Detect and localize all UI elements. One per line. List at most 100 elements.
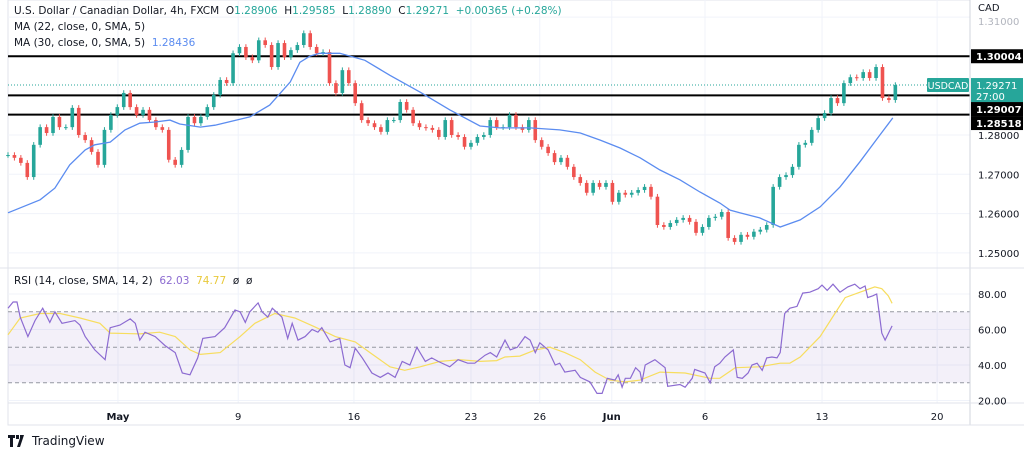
symbol-tag-box[interactable] <box>927 78 969 93</box>
candle-down <box>494 120 499 128</box>
level-price-label: 1.29007 <box>976 105 1022 116</box>
candle-up <box>874 67 878 79</box>
candle-up <box>559 157 563 163</box>
candle-down <box>572 166 576 178</box>
candle-up <box>719 212 724 217</box>
candle-up <box>109 114 113 130</box>
candle-up <box>842 83 846 104</box>
candle-down <box>745 234 750 237</box>
ma30-value: 1.28436 <box>151 37 196 49</box>
rsi-tick-label: 20.00 <box>978 397 1007 408</box>
rsi-extra-1: ø <box>232 275 240 287</box>
candle-down <box>166 129 171 160</box>
change-value: +0.00365 (+0.28%) <box>455 5 562 17</box>
candle-down <box>244 46 248 58</box>
candle-down <box>154 120 158 128</box>
candle-up <box>199 116 203 124</box>
candle-down <box>867 72 872 79</box>
rsi-legend[interactable]: RSI (14, close, SMA, 14, 2) 62.03 74.77 … <box>14 275 252 288</box>
candle-up <box>102 129 107 165</box>
candle-up <box>276 43 280 68</box>
level-label-2-box <box>971 116 1023 131</box>
candle-down <box>887 98 891 101</box>
symbol-tag: USDCAD <box>928 81 969 92</box>
candle-up <box>809 129 814 143</box>
candle-down <box>539 140 544 147</box>
candle-up <box>256 40 261 61</box>
rsi-ma-value: 74.77 <box>196 275 227 287</box>
candle-up <box>758 229 763 232</box>
candle-up <box>752 231 756 237</box>
candle-down <box>597 182 602 187</box>
candle-up <box>482 135 486 137</box>
candle-up <box>6 155 10 157</box>
rsi-pane <box>8 311 970 384</box>
time-tick-label: Jun <box>602 412 621 423</box>
open-label: O <box>225 5 235 17</box>
candle-up <box>507 114 512 128</box>
candle-up <box>636 190 640 193</box>
time-tick-label: 20 <box>931 412 944 423</box>
candle-up <box>829 98 833 113</box>
candle-up <box>443 120 448 137</box>
candle-down <box>694 221 698 233</box>
candle-up <box>591 182 595 193</box>
candle-down <box>12 155 17 158</box>
time-tick-label: 26 <box>533 412 546 423</box>
candle-down <box>147 109 152 121</box>
candle-up <box>179 149 184 165</box>
candle-up <box>604 182 608 187</box>
candle-up <box>340 70 345 93</box>
time-tick-label: 13 <box>816 412 829 423</box>
ma30-legend[interactable]: MA (30, close, 0, SMA, 5) 1.28436 <box>14 37 195 50</box>
candle-down <box>19 157 23 163</box>
candle-up <box>848 77 853 84</box>
candle-up <box>707 217 711 227</box>
symbol-legend[interactable]: U.S. Dollar / Canadian Dollar, 4h, FXCM … <box>14 5 562 18</box>
candle-down <box>655 196 660 225</box>
candle-up <box>141 109 145 115</box>
horizontal-levels[interactable] <box>8 55 970 116</box>
price-tick-label: 1.28000 <box>978 131 1019 142</box>
candle-up <box>289 50 293 58</box>
candle-down <box>430 127 435 130</box>
low-value: 1.28890 <box>348 5 392 17</box>
close-value: 1.29271 <box>405 5 449 17</box>
candle-down <box>417 123 422 128</box>
tradingview-logo[interactable]: TradingView <box>8 434 105 448</box>
candle-up <box>527 120 531 130</box>
candle-up <box>295 45 300 51</box>
candle-down <box>584 182 589 193</box>
candle-up <box>218 79 222 95</box>
candle-down <box>134 107 139 115</box>
candle-down <box>623 192 628 195</box>
open-value: 1.28906 <box>234 5 278 17</box>
candle-up <box>31 144 36 178</box>
level-label-1-box <box>971 102 1023 117</box>
candle-down <box>366 120 370 124</box>
candle-down <box>224 79 229 84</box>
ma22-legend[interactable]: MA (22, close, 0, SMA, 5) <box>14 21 145 34</box>
candle-down <box>662 224 666 227</box>
candle-down <box>250 57 255 61</box>
candle-up <box>629 192 634 195</box>
candle-up <box>237 46 242 54</box>
level-price-label: 1.30004 <box>976 52 1022 63</box>
axes[interactable]: May 9 16 23 26 Jun 6 13 20 1.31000 1.28000 1.27000 1… <box>0 0 1024 426</box>
level-price-label: 1.28518 <box>976 119 1022 130</box>
candle-up <box>385 120 390 132</box>
rsi-lines <box>7 283 893 394</box>
ma30-path <box>7 52 894 228</box>
candle-down <box>687 217 692 222</box>
candle-down <box>25 162 30 178</box>
high-value: 1.29585 <box>292 5 336 17</box>
candle-down <box>411 109 415 124</box>
candle-up <box>617 192 621 202</box>
candle-down <box>353 83 358 104</box>
price-tick-label: 1.25000 <box>978 249 1019 260</box>
candle-up <box>121 92 126 108</box>
rsi-label: RSI (14, close, SMA, 14, 2) <box>14 275 153 287</box>
candle-down <box>379 127 383 132</box>
candle-down <box>726 212 730 238</box>
